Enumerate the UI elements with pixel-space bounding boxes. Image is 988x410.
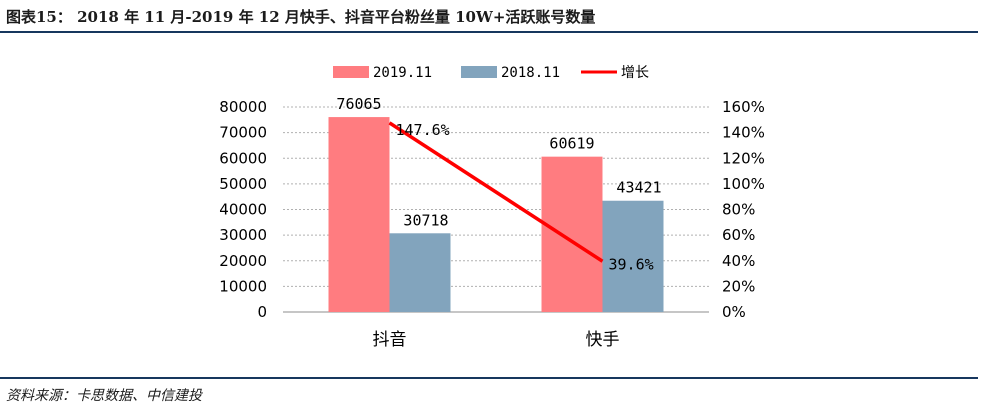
bar xyxy=(328,117,390,312)
bar xyxy=(389,233,451,312)
left-tick-label: 30000 xyxy=(219,226,267,244)
legend-swatch xyxy=(333,66,369,78)
legend-label: 2019.11 xyxy=(373,65,432,81)
category-label: 快手 xyxy=(586,330,620,350)
chart-title: 图表15： 2018 年 11 月-2019 年 12 月快手、抖音平台粉丝量 … xyxy=(6,8,596,26)
line-data-label: 147.6% xyxy=(396,121,450,139)
right-axis: 0% 20% 40% 60% 80% 100% 120% 140% 160% xyxy=(722,98,765,321)
left-tick-label: 50000 xyxy=(219,175,267,193)
bar-data-label: 43421 xyxy=(616,179,661,197)
left-tick-label: 40000 xyxy=(219,201,267,219)
left-tick-label: 0 xyxy=(257,303,267,321)
legend-swatch xyxy=(461,66,497,78)
source-note: 资料来源：卡思数据、中信建投 xyxy=(6,388,202,404)
growth-line xyxy=(388,121,604,263)
right-tick-label: 100% xyxy=(722,175,765,193)
left-tick-label: 10000 xyxy=(219,277,267,295)
right-tick-label: 20% xyxy=(722,277,755,295)
gridlines xyxy=(283,106,709,287)
right-tick-label: 120% xyxy=(722,149,765,167)
line-data-label: 39.6% xyxy=(609,255,654,273)
legend: 2019.11 2018.11 增长 xyxy=(333,65,649,81)
bar xyxy=(541,156,603,312)
category-labels: 抖音 快手 xyxy=(373,330,620,350)
bar-data-label: 30718 xyxy=(403,211,448,229)
legend-label: 增长 xyxy=(621,65,649,81)
right-tick-label: 40% xyxy=(722,252,755,270)
legend-label: 2018.11 xyxy=(501,65,560,81)
right-tick-label: 160% xyxy=(722,98,765,116)
bar xyxy=(602,200,664,312)
data-labels: 76065 60619 30718 43421 147.6% 39.6% xyxy=(336,95,661,273)
right-tick-label: 140% xyxy=(722,124,765,142)
right-tick-label: 0% xyxy=(722,303,746,321)
bar-data-label: 76065 xyxy=(336,95,381,113)
left-tick-label: 20000 xyxy=(219,252,267,270)
growth-line-series xyxy=(388,121,604,263)
left-tick-label: 60000 xyxy=(219,149,267,167)
left-tick-label: 80000 xyxy=(219,98,267,116)
category-label: 抖音 xyxy=(373,330,407,350)
left-tick-label: 70000 xyxy=(219,124,267,142)
right-tick-label: 80% xyxy=(722,201,755,219)
bars xyxy=(328,117,664,312)
bottom-rule xyxy=(0,377,978,379)
left-axis: 0 10000 20000 30000 40000 50000 60000 70000 8000… xyxy=(219,98,267,321)
right-tick-label: 60% xyxy=(722,226,755,244)
bar-data-label: 60619 xyxy=(549,135,594,153)
top-rule xyxy=(0,31,978,33)
